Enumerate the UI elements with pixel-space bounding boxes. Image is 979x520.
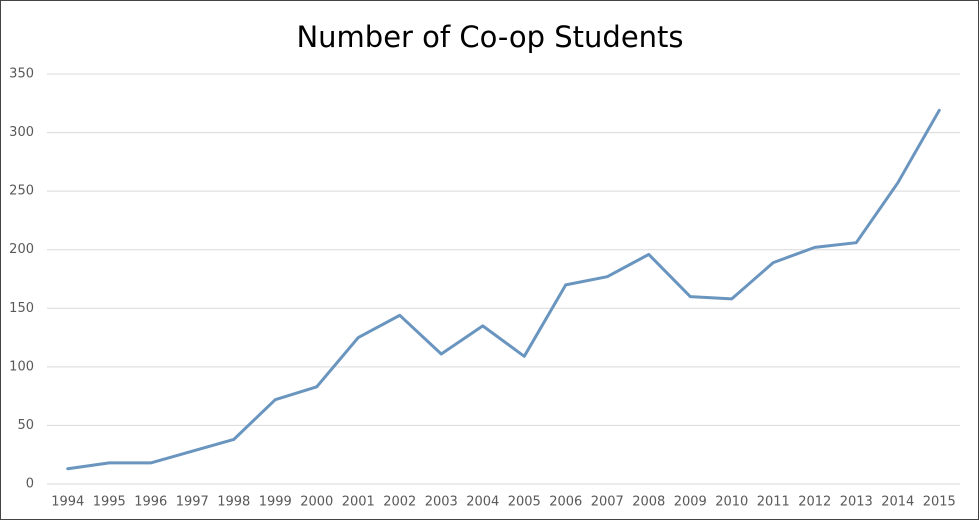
- x-tick-label: 2012: [798, 495, 831, 510]
- x-tick-label: 2003: [425, 495, 458, 510]
- y-tick-label: 300: [9, 125, 34, 140]
- y-tick-label: 100: [9, 359, 34, 374]
- x-tick-label: 1997: [176, 495, 209, 510]
- x-tick-label: 2000: [300, 495, 333, 510]
- x-tick-label: 1994: [51, 495, 84, 510]
- y-tick-label: 200: [9, 242, 34, 257]
- data-line: [66, 108, 941, 471]
- y-tick-label: 50: [17, 418, 34, 433]
- y-tick-label: 0: [26, 477, 34, 492]
- chart-title: Number of Co-op Students: [296, 20, 683, 54]
- x-tick-label: 2005: [508, 495, 541, 510]
- x-tick-label: 2013: [840, 495, 873, 510]
- x-tick-label: 2004: [466, 495, 499, 510]
- x-tick-label: 2015: [923, 495, 956, 510]
- x-tick-label: 2002: [383, 495, 416, 510]
- x-tick-label: 2001: [342, 495, 375, 510]
- x-tick-label: 1998: [217, 495, 250, 510]
- x-tick-label: 2006: [549, 495, 582, 510]
- x-tick-label: 1995: [93, 495, 126, 510]
- x-tick-label: 2014: [881, 495, 914, 510]
- y-tick-label: 250: [9, 184, 34, 199]
- x-tick-label: 2011: [757, 495, 790, 510]
- x-tick-label: 2009: [674, 495, 707, 510]
- y-tick-label: 150: [9, 301, 34, 316]
- x-tick-label: 2007: [591, 495, 624, 510]
- x-tick-label: 1999: [259, 495, 292, 510]
- x-tick-label: 2008: [632, 495, 665, 510]
- x-tick-label: 1996: [134, 495, 167, 510]
- x-tick-label: 2010: [715, 495, 748, 510]
- y-tick-label: 350: [9, 67, 34, 82]
